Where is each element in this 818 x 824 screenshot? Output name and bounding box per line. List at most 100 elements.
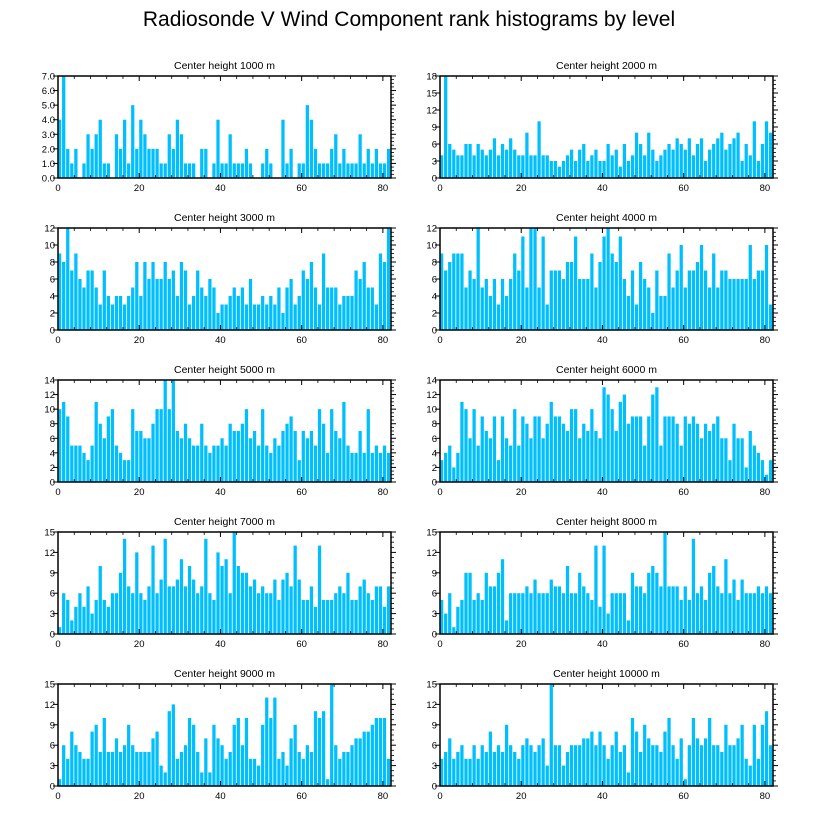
histogram-bar bbox=[630, 155, 635, 178]
histogram-bar bbox=[143, 752, 147, 786]
histogram-bar bbox=[578, 572, 582, 634]
y-tick-label: 10 bbox=[426, 241, 437, 252]
histogram-bar bbox=[643, 279, 647, 330]
y-tick-label: 3 bbox=[432, 157, 437, 168]
histogram-bar bbox=[269, 452, 273, 482]
histogram-bar bbox=[179, 262, 184, 330]
y-tick-label: 4 bbox=[50, 448, 55, 459]
histogram-bar bbox=[732, 579, 736, 634]
histogram-bar bbox=[760, 460, 765, 482]
y-tick-label: 0.0 bbox=[42, 174, 55, 185]
histogram-bar bbox=[82, 163, 86, 178]
histogram-bar bbox=[350, 163, 354, 178]
x-tick-label: 80 bbox=[760, 639, 771, 650]
histogram-bar bbox=[305, 600, 309, 634]
histogram-bar bbox=[582, 279, 586, 330]
histogram-bar bbox=[444, 76, 448, 178]
histogram-bar bbox=[606, 394, 610, 482]
y-tick-label: 4 bbox=[50, 292, 55, 303]
histogram-bar bbox=[122, 538, 127, 634]
histogram-bar bbox=[216, 119, 220, 178]
histogram-bar bbox=[94, 134, 98, 178]
histogram-bar bbox=[744, 467, 748, 482]
histogram-bar bbox=[606, 758, 610, 786]
histogram-bar bbox=[752, 724, 756, 786]
x-tick-label: 20 bbox=[134, 639, 145, 650]
histogram-bar bbox=[326, 287, 330, 330]
histogram-bar bbox=[358, 134, 362, 178]
x-tick-label: 60 bbox=[296, 335, 307, 346]
histogram-bar bbox=[574, 236, 578, 330]
histogram-bar bbox=[472, 409, 476, 482]
histogram-bar bbox=[452, 627, 456, 634]
histogram-bar bbox=[374, 304, 379, 330]
histogram-bar bbox=[183, 423, 188, 482]
histogram-bar bbox=[236, 718, 240, 786]
histogram-bar bbox=[541, 593, 545, 634]
x-tick-label: 0 bbox=[55, 335, 60, 346]
histogram-bar bbox=[541, 155, 545, 178]
histogram-bar bbox=[468, 572, 472, 634]
histogram-bar bbox=[533, 155, 537, 178]
histogram-bar bbox=[708, 287, 712, 330]
histogram-bar bbox=[301, 270, 305, 330]
panel-title: Center height 2000 m bbox=[556, 60, 657, 72]
histogram-bar bbox=[102, 163, 106, 178]
histogram-bar bbox=[102, 600, 106, 634]
y-tick-label: 6 bbox=[432, 434, 437, 445]
histogram-bar bbox=[204, 445, 208, 482]
histogram-bar bbox=[293, 431, 297, 482]
x-tick-label: 60 bbox=[678, 639, 689, 650]
histogram-bar bbox=[586, 593, 590, 634]
y-tick-label: 7.0 bbox=[42, 72, 55, 83]
histogram-bar bbox=[354, 738, 358, 786]
histogram-bar bbox=[139, 119, 143, 178]
histogram-bar bbox=[651, 313, 655, 330]
y-tick-label: 6 bbox=[50, 589, 55, 600]
histogram-bar bbox=[66, 416, 70, 482]
histogram-bar bbox=[78, 445, 82, 482]
panel-title: Center height 5000 m bbox=[174, 364, 275, 376]
histogram-bar bbox=[440, 600, 444, 634]
histogram-bar bbox=[679, 738, 683, 786]
histogram-bar bbox=[183, 163, 188, 178]
histogram-bar bbox=[752, 121, 756, 178]
y-tick-label: 4.0 bbox=[42, 115, 55, 126]
panel-5: Center height 5000 m 0 20 40 60 80 0 2 4 6 8 10 12 14 bbox=[44, 364, 396, 498]
histogram-bar bbox=[525, 586, 529, 634]
histogram-bar bbox=[565, 262, 570, 330]
histogram-bar bbox=[586, 279, 590, 330]
histogram-bar bbox=[285, 163, 289, 178]
histogram-bar bbox=[192, 579, 196, 634]
histogram-bar bbox=[94, 600, 98, 634]
histogram-bar bbox=[216, 313, 220, 330]
histogram-bar bbox=[659, 155, 663, 178]
histogram-bar bbox=[118, 572, 123, 634]
histogram-bar bbox=[151, 738, 155, 786]
histogram-bar bbox=[452, 467, 456, 482]
x-tick-label: 0 bbox=[55, 487, 60, 498]
histogram-bar bbox=[305, 105, 309, 178]
histogram-bar bbox=[720, 438, 724, 482]
histogram-bar bbox=[582, 738, 586, 786]
histogram-bar bbox=[326, 163, 330, 178]
histogram-bar bbox=[622, 279, 627, 330]
x-tick-label: 20 bbox=[516, 335, 527, 346]
histogram-bar bbox=[167, 279, 171, 330]
histogram-bar bbox=[151, 148, 155, 178]
histogram-bar bbox=[147, 148, 151, 178]
histogram-bar bbox=[598, 262, 602, 330]
histogram-bar bbox=[618, 236, 622, 330]
histogram-bar bbox=[313, 445, 318, 482]
histogram-bar bbox=[569, 262, 574, 330]
histogram-bar bbox=[683, 416, 687, 482]
histogram-bar bbox=[541, 236, 545, 330]
histogram-bar bbox=[370, 600, 374, 634]
histogram-bar bbox=[74, 745, 78, 786]
y-tick-label: 12 bbox=[426, 548, 437, 559]
histogram-bar bbox=[86, 134, 90, 178]
histogram-bar bbox=[256, 593, 261, 634]
histogram-bar bbox=[163, 380, 167, 482]
histogram-bar bbox=[346, 296, 350, 330]
histogram-bar bbox=[634, 304, 639, 330]
